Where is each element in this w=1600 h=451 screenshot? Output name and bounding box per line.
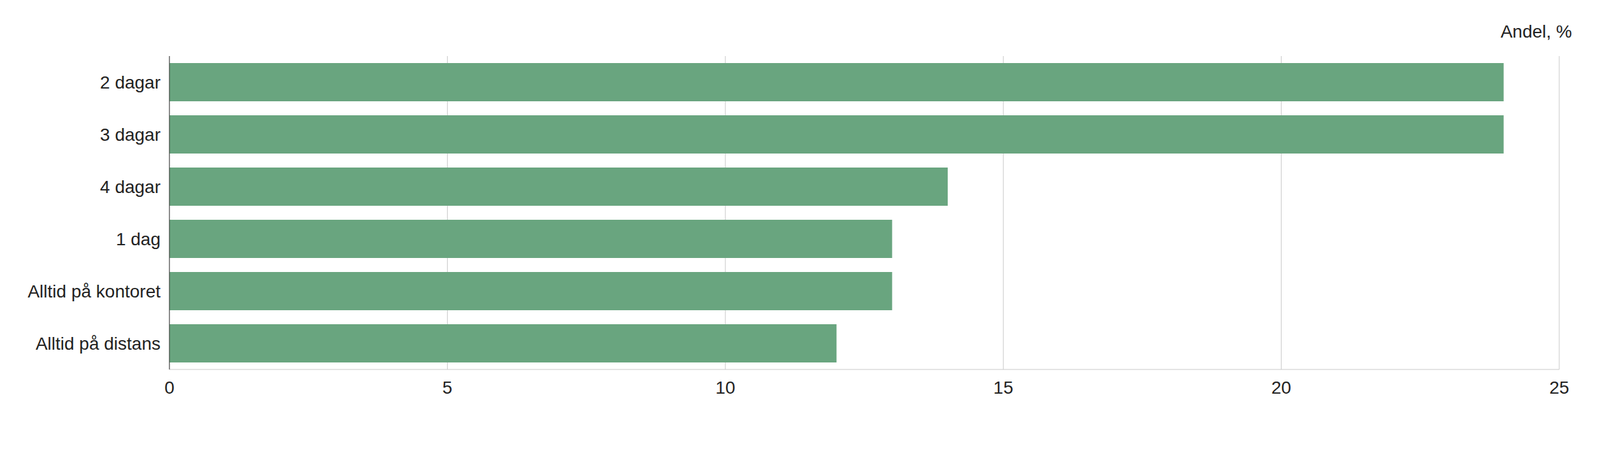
svg-text:Alltid på kontoret: Alltid på kontoret	[27, 281, 161, 302]
svg-text:4 dagar: 4 dagar	[100, 177, 161, 197]
svg-text:3 dagar: 3 dagar	[100, 124, 161, 145]
svg-text:20: 20	[1271, 377, 1292, 398]
svg-text:0: 0	[164, 377, 175, 398]
svg-text:10: 10	[715, 377, 736, 398]
svg-text:2 dagar: 2 dagar	[100, 72, 161, 93]
svg-text:Alltid på distans: Alltid på distans	[35, 333, 161, 354]
svg-text:1 dag: 1 dag	[115, 229, 161, 250]
svg-text:25: 25	[1549, 377, 1569, 398]
svg-text:15: 15	[993, 377, 1014, 398]
svg-text:5: 5	[442, 377, 453, 398]
html-text:Andel, %: Andel, %	[1500, 21, 1572, 42]
